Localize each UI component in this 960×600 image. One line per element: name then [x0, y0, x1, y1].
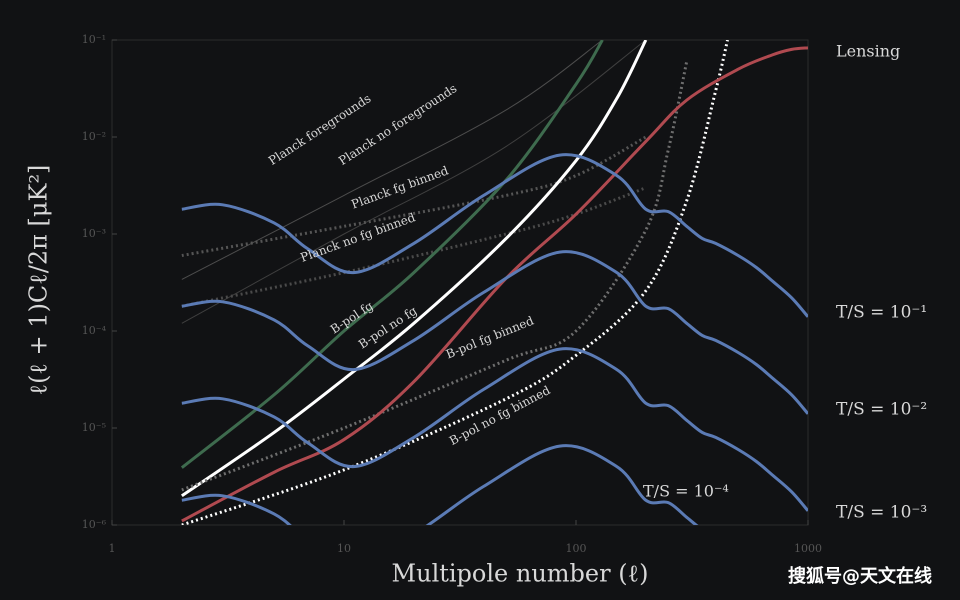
x-tick-label: 100 [566, 542, 587, 555]
x-axis-label: Multipole number (ℓ) [392, 560, 649, 588]
curve [181, 153, 808, 318]
curve-label: T/S = 10⁻⁴ [643, 482, 729, 501]
x-tick-label: 10 [337, 542, 351, 555]
curve [180, 40, 604, 469]
y-tick-label: 10⁻¹ [82, 33, 106, 46]
y-tick-label: 10⁻³ [82, 227, 106, 240]
curve [181, 250, 808, 415]
curve [181, 40, 730, 525]
curve [181, 186, 647, 308]
x-tick-label: 1000 [794, 542, 822, 555]
curve [180, 40, 648, 498]
curve [181, 347, 808, 512]
x-tick-label: 1 [109, 542, 116, 555]
curves [180, 40, 808, 525]
curve-label: T/S = 10⁻² [836, 400, 927, 420]
curve-label: Lensing [836, 42, 900, 61]
y-tick-label: 10⁻⁶ [82, 518, 107, 531]
curve [181, 444, 699, 525]
y-tick-label: 10⁻⁵ [82, 421, 106, 434]
y-tick-label: 10⁻⁴ [82, 324, 107, 337]
y-axis-label: ℓ(ℓ + 1)Cℓ/2π [μK²] [25, 165, 53, 396]
curve [181, 46, 808, 523]
watermark: 搜狐号@天文在线 [788, 565, 932, 587]
curve-label: T/S = 10⁻¹ [836, 303, 927, 323]
curve [181, 61, 689, 492]
y-tick-label: 10⁻² [82, 130, 106, 143]
plot-frame [111, 39, 809, 526]
curve-label: T/S = 10⁻³ [836, 503, 927, 523]
curve [181, 40, 603, 280]
curve [181, 40, 647, 324]
